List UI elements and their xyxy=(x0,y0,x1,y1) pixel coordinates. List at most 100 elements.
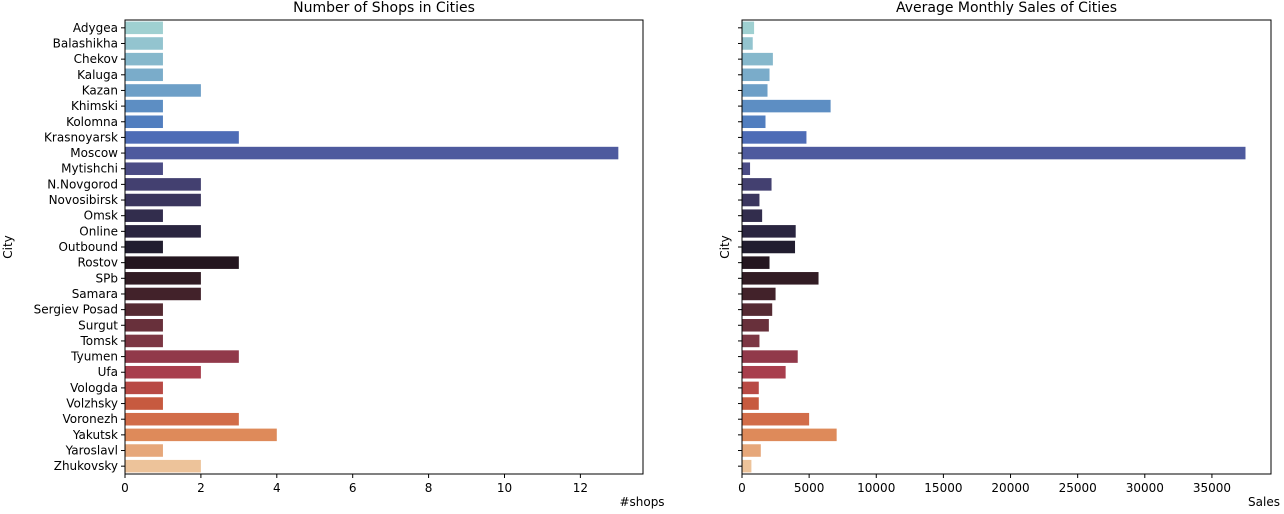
sales-bar-kolomna xyxy=(742,115,766,129)
sales-xtick-label: 30000 xyxy=(1126,481,1164,495)
sales-chart-title: Average Monthly Sales of Cities xyxy=(896,0,1117,16)
shops-xtick-label: 4 xyxy=(273,481,281,495)
shops-chart-ylabel: City xyxy=(1,235,15,259)
sales-bar-spb xyxy=(742,272,819,285)
shops-ytick-label: Omsk xyxy=(84,209,118,223)
sales-bar-volzhsky xyxy=(742,397,759,410)
sales-bar-n-novgorod xyxy=(742,178,772,191)
shops-ytick-label: Rostov xyxy=(77,256,118,270)
shops-ytick-label: Kazan xyxy=(82,83,118,97)
sales-bar-tyumen xyxy=(742,350,798,363)
shops-ytick-label: Kolomna xyxy=(66,115,118,129)
shops-bar-sergiev-posad xyxy=(125,303,163,316)
sales-bar-chekov xyxy=(742,52,773,66)
shops-chart-xlabel: #shops xyxy=(619,495,664,509)
shops-plot-frame xyxy=(124,19,644,475)
shops-chart-title: Number of Shops in Cities xyxy=(293,0,475,16)
shops-bar-spb xyxy=(125,272,201,285)
shops-xtick-label: 6 xyxy=(349,481,357,495)
sales-bar-samara xyxy=(742,287,776,301)
shops-bar-yaroslavl xyxy=(125,444,163,457)
sales-bar-omsk xyxy=(742,209,763,222)
shops-ytick-label: Volzhsky xyxy=(66,397,118,411)
shops-xtick-label: 8 xyxy=(425,481,433,495)
shops-xticks: 0 2 4 6 8 10 12 xyxy=(121,474,588,495)
shops-ytick-label: Online xyxy=(79,224,118,238)
shops-ytick-label: Tyumen xyxy=(70,350,118,364)
shops-ytick-label: Khimski xyxy=(71,99,118,113)
sales-bar-vologda xyxy=(742,381,759,395)
sales-bar-online xyxy=(742,225,796,238)
shops-bar-zhukovsky xyxy=(125,459,201,473)
sales-bar-rostov xyxy=(742,256,770,269)
shops-bar-krasnoyarsk xyxy=(125,131,239,144)
shops-ytick-label: Ufa xyxy=(98,365,118,379)
shops-bar-mytishchi xyxy=(125,162,163,175)
shops-ytick-label: Chekov xyxy=(74,52,118,66)
sales-chart: Average Monthly Sales of Cities Sales Ci… xyxy=(718,0,1280,509)
shops-bar-outbound xyxy=(125,240,163,254)
shops-ytick-label: Sergiev Posad xyxy=(34,303,118,317)
shops-ytick-label: Balashikha xyxy=(53,36,118,50)
shops-xtick-label: 0 xyxy=(121,481,129,495)
sales-xtick-label: 10000 xyxy=(857,481,895,495)
sales-bar-surgut xyxy=(742,319,769,332)
sales-bar-krasnoyarsk xyxy=(742,131,807,144)
shops-bars xyxy=(125,21,619,473)
shops-ytick-label: Yakutsk xyxy=(72,428,118,442)
sales-xtick-label: 20000 xyxy=(991,481,1029,495)
shops-ytick-label: Voronezh xyxy=(62,412,118,426)
shops-bar-n-novgorod xyxy=(125,178,201,191)
shops-bar-khimski xyxy=(125,99,163,113)
shops-xtick-label: 10 xyxy=(497,481,512,495)
sales-chart-ylabel: City xyxy=(718,235,732,259)
sales-bar-kaluga xyxy=(742,68,770,82)
shops-ytick-label: Krasnoyarsk xyxy=(44,130,118,144)
shops-ytick-label: SPb xyxy=(96,271,118,285)
shops-ytick-label: Mytishchi xyxy=(61,162,118,176)
shops-ytick-label: Moscow xyxy=(70,146,118,160)
shops-bar-voronezh xyxy=(125,412,239,426)
sales-bar-yakutsk xyxy=(742,428,837,442)
sales-bar-tomsk xyxy=(742,334,760,348)
shops-ytick-label: Samara xyxy=(72,287,118,301)
sales-bars xyxy=(742,21,1246,473)
shops-bar-kaluga xyxy=(125,68,163,82)
sales-bar-zhukovsky xyxy=(742,459,752,473)
shops-bar-balashikha xyxy=(125,37,163,50)
sales-bar-kazan xyxy=(742,84,768,97)
sales-bar-ufa xyxy=(742,365,786,379)
sales-bar-mytishchi xyxy=(742,162,751,175)
shops-xtick-label: 2 xyxy=(197,481,205,495)
sales-bar-adygea xyxy=(742,21,755,35)
shops-bar-kolomna xyxy=(125,115,163,129)
sales-xtick-label: 15000 xyxy=(924,481,962,495)
shops-ytick-label: Vologda xyxy=(70,381,118,395)
shops-bar-online xyxy=(125,225,201,238)
sales-bar-outbound xyxy=(742,240,796,254)
shops-bar-kazan xyxy=(125,84,201,97)
shops-ytick-label: Yaroslavl xyxy=(65,444,118,458)
sales-chart-xlabel: Sales xyxy=(1248,495,1280,509)
sales-bar-balashikha xyxy=(742,37,753,50)
sales-yticks xyxy=(738,27,742,467)
sales-xtick-label: 5000 xyxy=(794,481,825,495)
shops-ytick-label: Adygea xyxy=(73,21,118,35)
shops-bar-adygea xyxy=(125,21,163,35)
sales-xtick-label: 0 xyxy=(738,481,746,495)
shops-ytick-label: Surgut xyxy=(78,318,118,332)
shops-ytick-label: Outbound xyxy=(58,240,118,254)
shops-bar-moscow xyxy=(125,146,619,160)
shops-bar-samara xyxy=(125,287,201,301)
sales-bar-sergiev-posad xyxy=(742,303,773,316)
sales-bar-voronezh xyxy=(742,412,810,426)
shops-bar-yakutsk xyxy=(125,428,277,442)
shops-bar-volzhsky xyxy=(125,397,163,410)
shops-ytick-label: Kaluga xyxy=(77,68,118,82)
shops-chart: Number of Shops in Cities #shops City Ad… xyxy=(1,0,665,509)
shops-ytick-label: Tomsk xyxy=(79,334,118,348)
shops-bar-tomsk xyxy=(125,334,163,348)
shops-bar-surgut xyxy=(125,319,163,332)
